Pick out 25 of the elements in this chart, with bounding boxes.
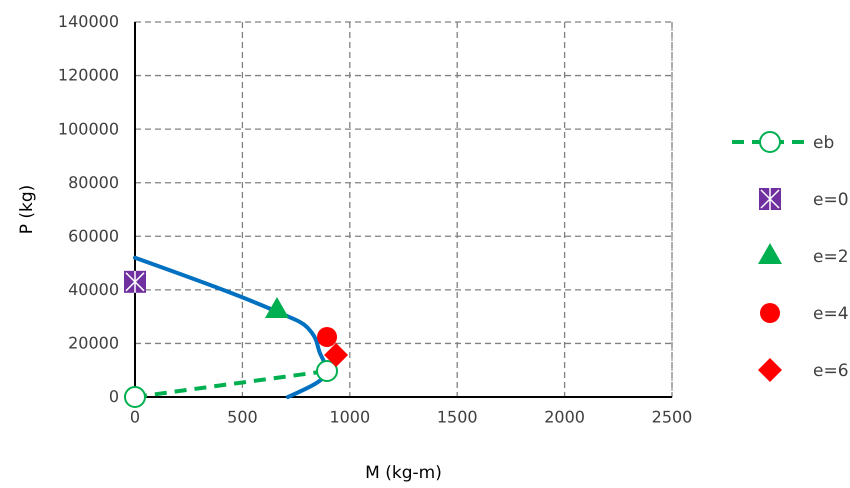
y-tick-label: 20000	[68, 334, 119, 353]
x-tick-label: 0	[130, 407, 140, 426]
y-tick-label: 100000	[58, 119, 119, 138]
legend-label: eb	[813, 133, 834, 153]
y-tick-label: 0	[108, 387, 119, 406]
x-axis-title: M (kg-m)	[365, 463, 442, 483]
point	[316, 360, 338, 382]
point	[124, 386, 146, 408]
y-axis-title: P (kg)	[17, 184, 37, 234]
y-tick-label: 40000	[68, 280, 119, 299]
point	[317, 327, 338, 347]
legend-label: e=6	[813, 361, 849, 381]
x-tick-label: 1000	[329, 407, 370, 426]
x-tick-label: 500	[227, 407, 258, 426]
legend-label: e=4	[813, 304, 849, 324]
y-tick-label: 120000	[58, 66, 119, 85]
point	[324, 342, 348, 367]
legend-label: e=2	[813, 247, 849, 267]
x-tick-label: 2000	[544, 407, 585, 426]
y-tick-label: 60000	[68, 226, 119, 246]
y-tick-label: 140000	[58, 12, 119, 32]
x-tick-label: 2500	[652, 407, 692, 426]
y-tick-label: 80000	[68, 172, 119, 192]
legend-label: e=0	[813, 190, 849, 210]
x-tick-label: 1500	[436, 407, 478, 426]
